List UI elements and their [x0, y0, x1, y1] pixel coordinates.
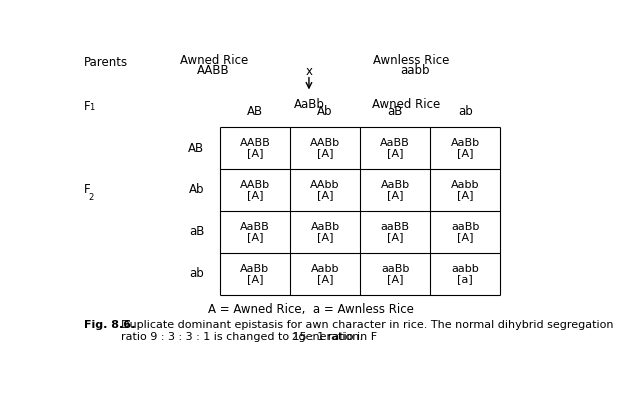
Text: Aabb: Aabb	[451, 181, 480, 191]
Text: AABb: AABb	[310, 138, 340, 148]
Text: Fig. 8.6.: Fig. 8.6.	[84, 319, 135, 329]
Text: 2: 2	[291, 334, 296, 342]
Text: AaBb: AaBb	[311, 222, 339, 232]
Text: generation.: generation.	[295, 332, 363, 342]
Text: [A]: [A]	[457, 191, 474, 201]
Text: [A]: [A]	[387, 274, 404, 284]
Text: Awnless Rice: Awnless Rice	[373, 54, 449, 67]
Text: F: F	[84, 100, 91, 113]
Text: [A]: [A]	[317, 148, 333, 158]
Text: AaBb: AaBb	[293, 98, 324, 111]
Text: aabb: aabb	[451, 264, 479, 274]
Text: [A]: [A]	[387, 148, 404, 158]
Text: [A]: [A]	[387, 232, 404, 242]
Text: aaBb: aaBb	[381, 264, 409, 274]
Text: AABB: AABB	[197, 64, 230, 77]
Text: AaBb: AaBb	[451, 138, 480, 148]
Text: AaBb: AaBb	[240, 264, 270, 274]
Text: [A]: [A]	[246, 232, 263, 242]
Text: AABB: AABB	[240, 138, 270, 148]
Text: [A]: [A]	[246, 191, 263, 201]
Text: aB: aB	[189, 226, 204, 239]
Text: aaBB: aaBB	[381, 222, 410, 232]
Text: x: x	[306, 65, 313, 78]
Text: [A]: [A]	[317, 191, 333, 201]
Text: AABb: AABb	[240, 181, 270, 191]
Text: Ab: Ab	[317, 105, 333, 118]
Text: [A]: [A]	[246, 148, 263, 158]
Text: ab: ab	[190, 267, 204, 280]
Text: AAbb: AAbb	[310, 181, 340, 191]
Text: AaBB: AaBB	[240, 222, 270, 232]
Text: Ab: Ab	[189, 183, 204, 196]
Text: aaBb: aaBb	[451, 222, 479, 232]
Text: Parents: Parents	[84, 56, 129, 69]
Text: [A]: [A]	[387, 191, 404, 201]
Text: [A]: [A]	[317, 274, 333, 284]
Text: [A]: [A]	[457, 232, 474, 242]
Text: AB: AB	[247, 105, 263, 118]
Text: [a]: [a]	[457, 274, 473, 284]
Text: Aabb: Aabb	[311, 264, 339, 274]
Text: AaBb: AaBb	[381, 181, 410, 191]
Text: [A]: [A]	[457, 148, 474, 158]
Text: ratio 9 : 3 : 3 : 1 is changed to 15 : 1 ratio in F: ratio 9 : 3 : 3 : 1 is changed to 15 : 1…	[122, 332, 378, 342]
Text: aabb: aabb	[401, 64, 430, 77]
Text: [A]: [A]	[246, 274, 263, 284]
Text: Duplicate dominant epistasis for awn character in rice. The normal dihybrid segr: Duplicate dominant epistasis for awn cha…	[122, 319, 614, 329]
Text: 1: 1	[89, 103, 94, 112]
Text: Awned Rice: Awned Rice	[180, 54, 248, 67]
Text: [A]: [A]	[317, 232, 333, 242]
Text: A = Awned Rice,  a = Awnless Rice: A = Awned Rice, a = Awnless Rice	[208, 303, 414, 316]
Text: aB: aB	[388, 105, 403, 118]
Text: F: F	[84, 183, 91, 196]
Text: AB: AB	[188, 141, 204, 155]
Text: Awned Rice: Awned Rice	[373, 98, 441, 111]
Text: 2: 2	[89, 193, 94, 202]
Text: ab: ab	[458, 105, 473, 118]
Text: AaBB: AaBB	[380, 138, 410, 148]
